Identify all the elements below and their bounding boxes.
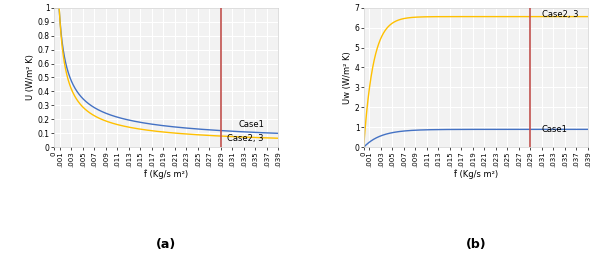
Text: (b): (b) [466, 238, 486, 251]
Text: Case2, 3: Case2, 3 [227, 134, 263, 142]
Text: Case1: Case1 [238, 120, 264, 129]
X-axis label: ḟ̇ (Kg/s m²): ḟ̇ (Kg/s m²) [454, 169, 498, 179]
Text: (a): (a) [156, 238, 176, 251]
X-axis label: ḟ̇ (Kg/s m²): ḟ̇ (Kg/s m²) [144, 169, 188, 179]
Y-axis label: Uw (W/m² K): Uw (W/m² K) [343, 51, 352, 104]
Y-axis label: U (W/m² K): U (W/m² K) [26, 55, 35, 100]
Text: Case2, 3: Case2, 3 [542, 10, 578, 19]
Text: Case1: Case1 [542, 125, 568, 134]
